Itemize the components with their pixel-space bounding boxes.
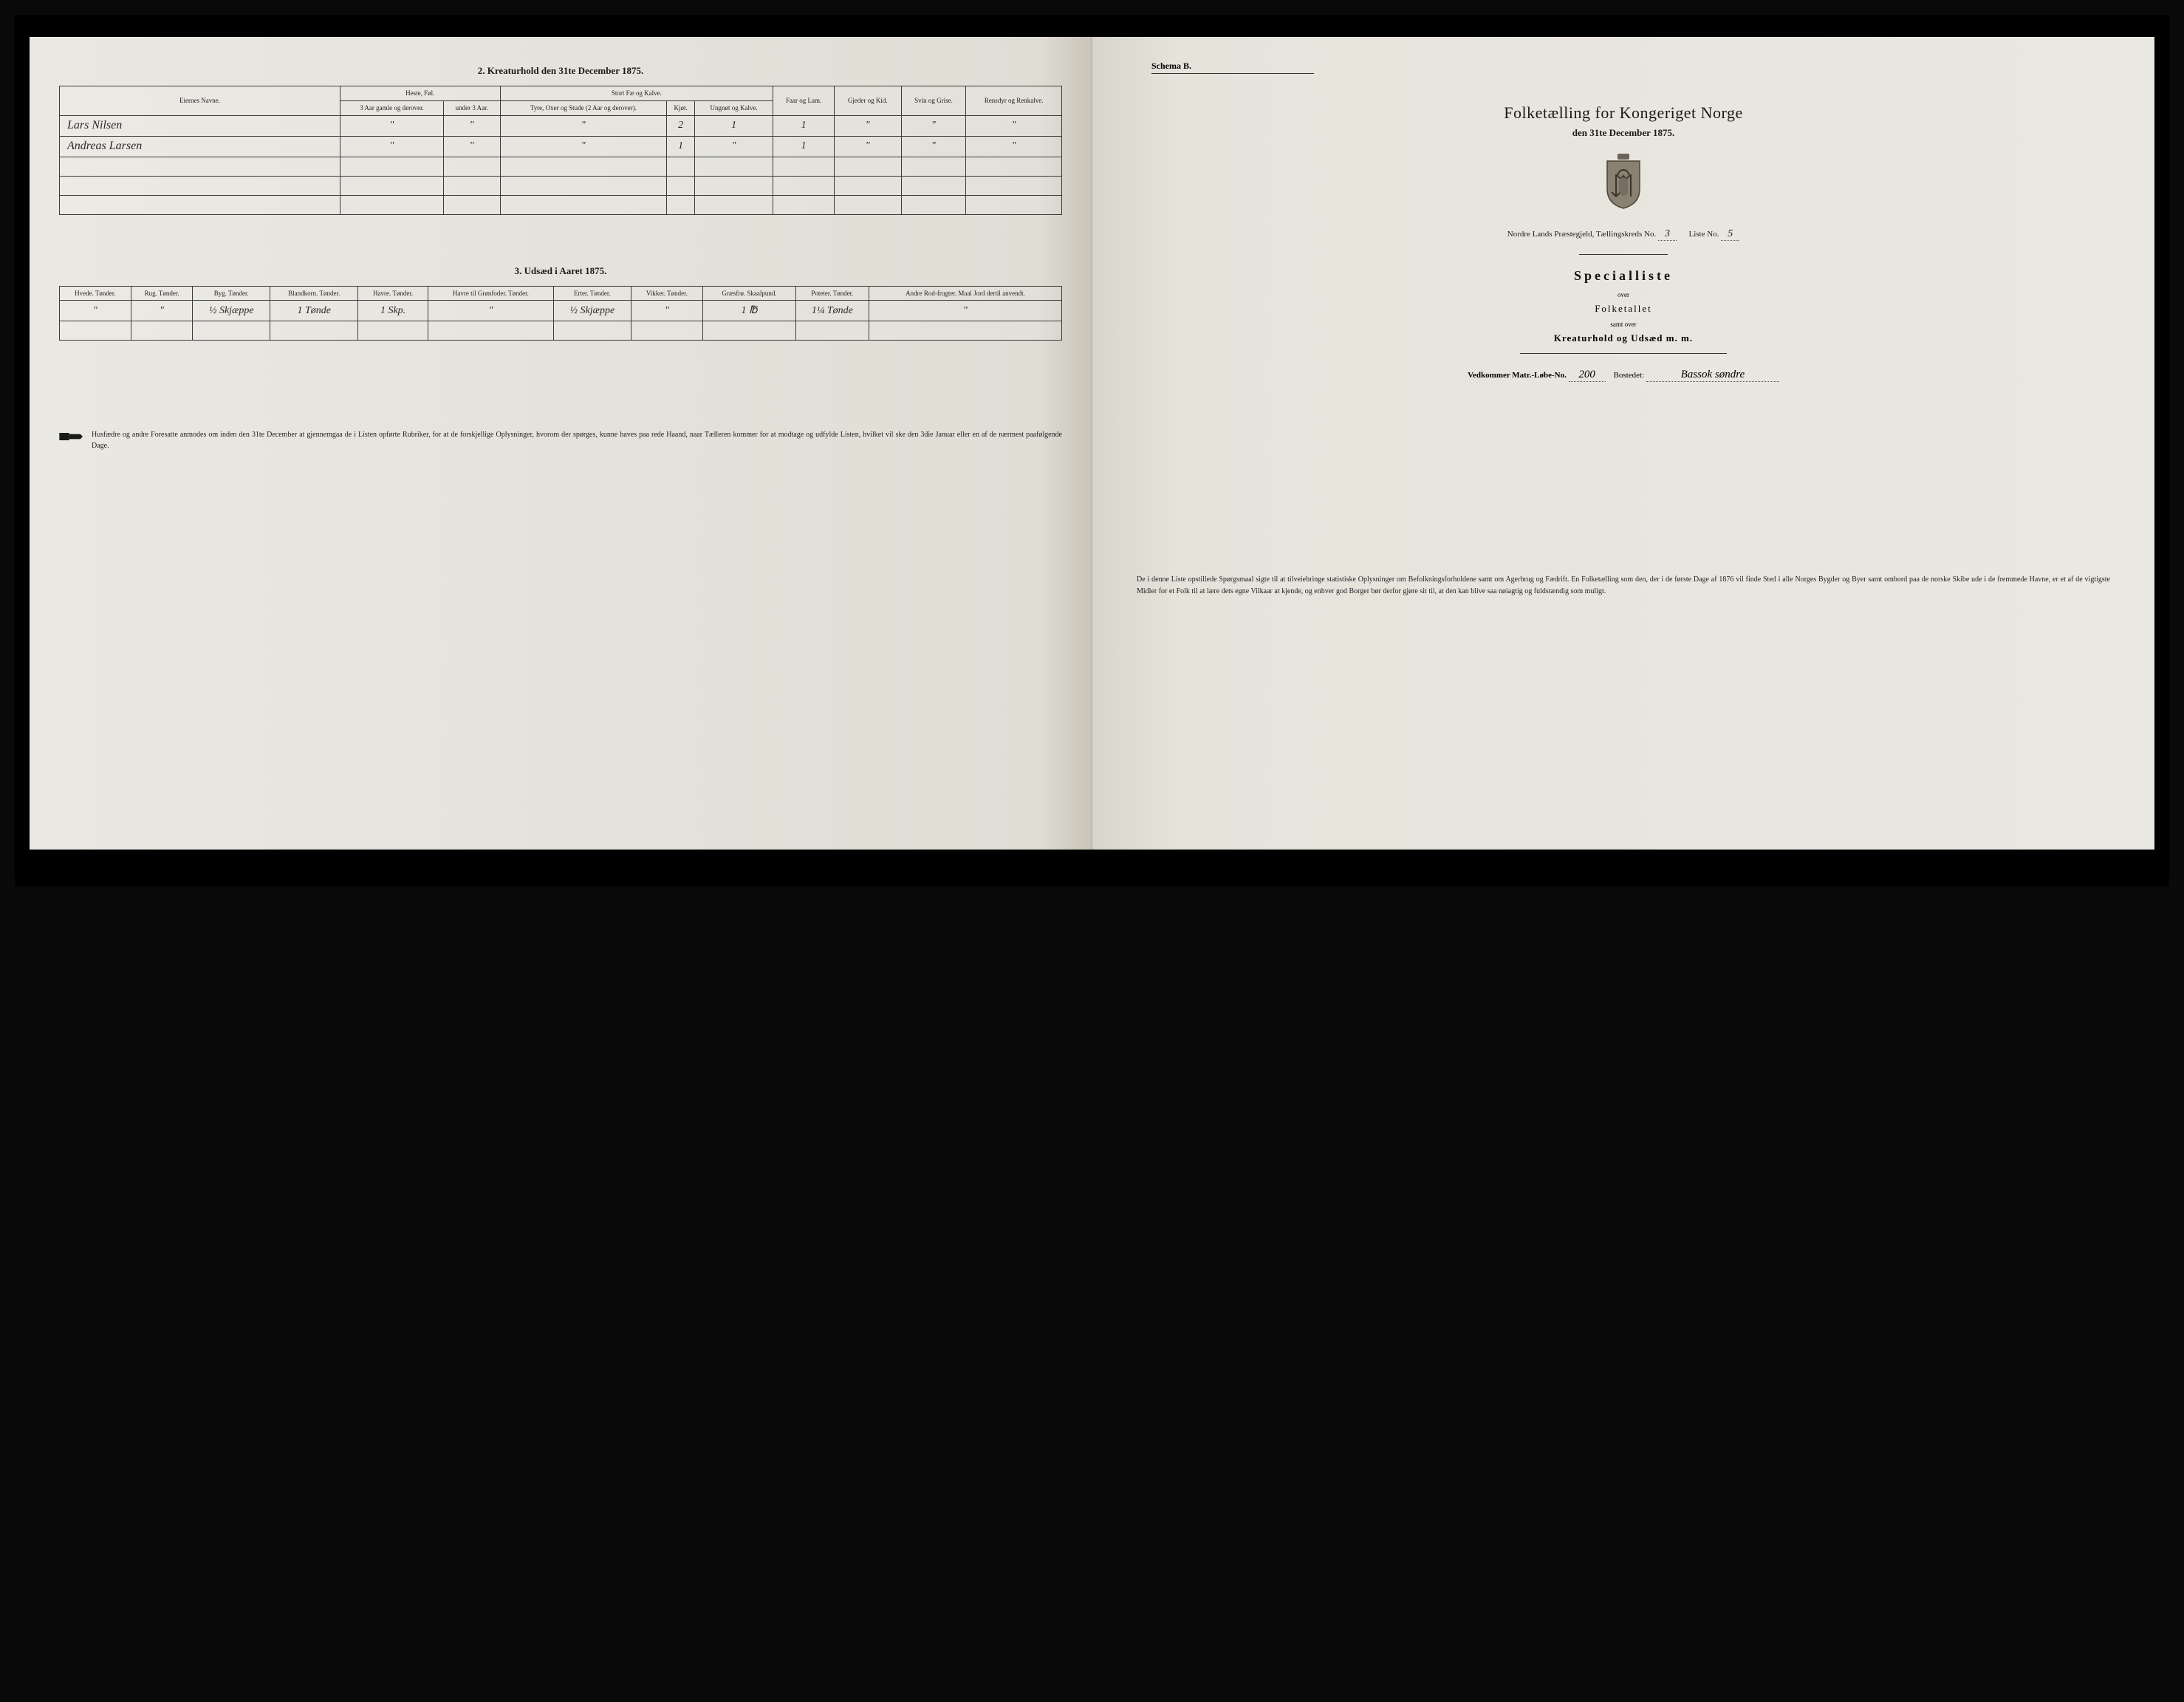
col: Havre. Tønder. — [358, 286, 428, 301]
col-ren: Rensdyr og Renkalve. — [966, 86, 1062, 116]
table-row: Lars Nilsen " " " 2 1 1 " " " — [60, 115, 1062, 136]
col: Havre til Grønfoder. Tønder. — [428, 286, 553, 301]
col: Rug. Tønder. — [131, 286, 193, 301]
schema-label: Schema B. — [1151, 61, 1314, 74]
cell: " — [443, 136, 500, 157]
main-title: Folketælling for Kongeriget Norge — [1122, 103, 2125, 123]
col-h1: 3 Aar gamle og derover. — [340, 100, 443, 115]
scan-frame: 2. Kreaturhold den 31te December 1875. E… — [15, 15, 2169, 886]
col: Erter. Tønder. — [554, 286, 631, 301]
col-s2: Kjør. — [667, 100, 695, 115]
divider — [1520, 353, 1727, 354]
cell: " — [901, 136, 966, 157]
cell: 2 — [667, 115, 695, 136]
cell: 1 — [667, 136, 695, 157]
kreatur-line: Kreaturhold og Udsæd m. m. — [1122, 332, 2125, 344]
divider — [1579, 254, 1668, 255]
bostedet-value: Bassok søndre — [1646, 369, 1779, 382]
cell: " — [340, 115, 443, 136]
col: Andre Rod-frugter. Maal Jord dertil anve… — [869, 286, 1061, 301]
col-gjed: Gjeder og Kid. — [834, 86, 901, 116]
cell: " — [500, 136, 667, 157]
owner-name: Lars Nilsen — [60, 115, 340, 136]
cell: 1 — [773, 115, 835, 136]
section2-title: 2. Kreaturhold den 31te December 1875. — [59, 65, 1062, 77]
right-footnote: De i denne Liste opstillede Spørgsmaal s… — [1122, 574, 2125, 597]
colgrp-heste: Heste, Føl. — [340, 86, 500, 101]
cell: 1 — [773, 136, 835, 157]
udsaed-table: Hvede. Tønder. Rug. Tønder. Byg. Tønder.… — [59, 286, 1062, 341]
bostedet-label: Bostedet: — [1614, 371, 1645, 380]
coat-of-arms-icon — [1122, 154, 2125, 213]
cell: " — [834, 115, 901, 136]
liste-label: Liste No. — [1689, 230, 1719, 239]
date-line: den 31te December 1875. — [1122, 127, 2125, 139]
cell: ½ Skjæppe — [193, 301, 270, 321]
col-faar: Faar og Lam. — [773, 86, 835, 116]
cell: " — [694, 136, 773, 157]
cell: 1 ℔ — [703, 301, 796, 321]
col-owner: Eiernes Navne. — [60, 86, 340, 116]
right-page: Schema B. Folketælling for Kongeriget No… — [1092, 37, 2154, 850]
cell: " — [131, 301, 193, 321]
section3-title: 3. Udsæd i Aaret 1875. — [59, 265, 1062, 277]
col-s1: Tyre, Oxer og Stude (2 Aar og derover). — [500, 100, 667, 115]
kreaturhold-table: Eiernes Navne. Heste, Føl. Stort Fæ og K… — [59, 86, 1062, 215]
cell: 1¼ Tønde — [795, 301, 869, 321]
owner-name: Andreas Larsen — [60, 136, 340, 157]
col-s3: Ungnøt og Kalve. — [694, 100, 773, 115]
table-row: Andreas Larsen " " " 1 " 1 " " " — [60, 136, 1062, 157]
cell: " — [500, 115, 667, 136]
cell: " — [966, 115, 1062, 136]
table-row — [60, 195, 1062, 214]
cell: ½ Skjæppe — [554, 301, 631, 321]
cell: " — [901, 115, 966, 136]
folketallet-label: Folketallet — [1122, 303, 2125, 315]
specialliste-title: Specialliste — [1122, 268, 2125, 284]
parish-prefix: Nordre Lands Præstegjeld, Tællingskreds … — [1507, 230, 1656, 239]
table-row — [60, 176, 1062, 195]
cell: 1 Tønde — [270, 301, 358, 321]
cell: " — [966, 136, 1062, 157]
cell: " — [834, 136, 901, 157]
colgrp-stort: Stort Fæ og Kalve. — [500, 86, 773, 101]
col-h2: under 3 Aar. — [443, 100, 500, 115]
samt-over-label: samt over — [1122, 321, 2125, 328]
table-row — [60, 321, 1062, 341]
kreds-no: 3 — [1658, 228, 1677, 241]
cell: " — [869, 301, 1061, 321]
cell: 1 Skp. — [358, 301, 428, 321]
parish-line: Nordre Lands Præstegjeld, Tællingskreds … — [1122, 228, 2125, 241]
vedkommer-line: Vedkommer Matr.-Løbe-No. 200 Bostedet: B… — [1122, 369, 2125, 382]
cell: " — [631, 301, 703, 321]
cell: 1 — [694, 115, 773, 136]
col: Vikker. Tønder. — [631, 286, 703, 301]
table-row — [60, 157, 1062, 176]
col: Græsfrø. Skaalpund. — [703, 286, 796, 301]
matr-label: Vedkommer Matr.-Løbe-No. — [1468, 371, 1567, 380]
cell: " — [443, 115, 500, 136]
col: Hvede. Tønder. — [60, 286, 131, 301]
matr-no: 200 — [1569, 369, 1606, 382]
footnote-text: Husfædre og andre Foresatte anmodes om i… — [92, 429, 1062, 451]
col-svin: Svin og Grise. — [901, 86, 966, 116]
cell: " — [428, 301, 553, 321]
over-label: over — [1122, 291, 2125, 298]
col: Poteter. Tønder. — [795, 286, 869, 301]
liste-no: 5 — [1721, 228, 1739, 241]
book-spread: 2. Kreaturhold den 31te December 1875. E… — [30, 37, 2154, 850]
cell: " — [60, 301, 131, 321]
cell: " — [340, 136, 443, 157]
col: Blandkorn. Tønder. — [270, 286, 358, 301]
table-row: " " ½ Skjæppe 1 Tønde 1 Skp. " ½ Skjæppe… — [60, 301, 1062, 321]
left-page: 2. Kreaturhold den 31te December 1875. E… — [30, 37, 1092, 850]
pointing-hand-icon — [59, 429, 84, 444]
left-footnote: Husfædre og andre Foresatte anmodes om i… — [59, 429, 1062, 451]
col: Byg. Tønder. — [193, 286, 270, 301]
